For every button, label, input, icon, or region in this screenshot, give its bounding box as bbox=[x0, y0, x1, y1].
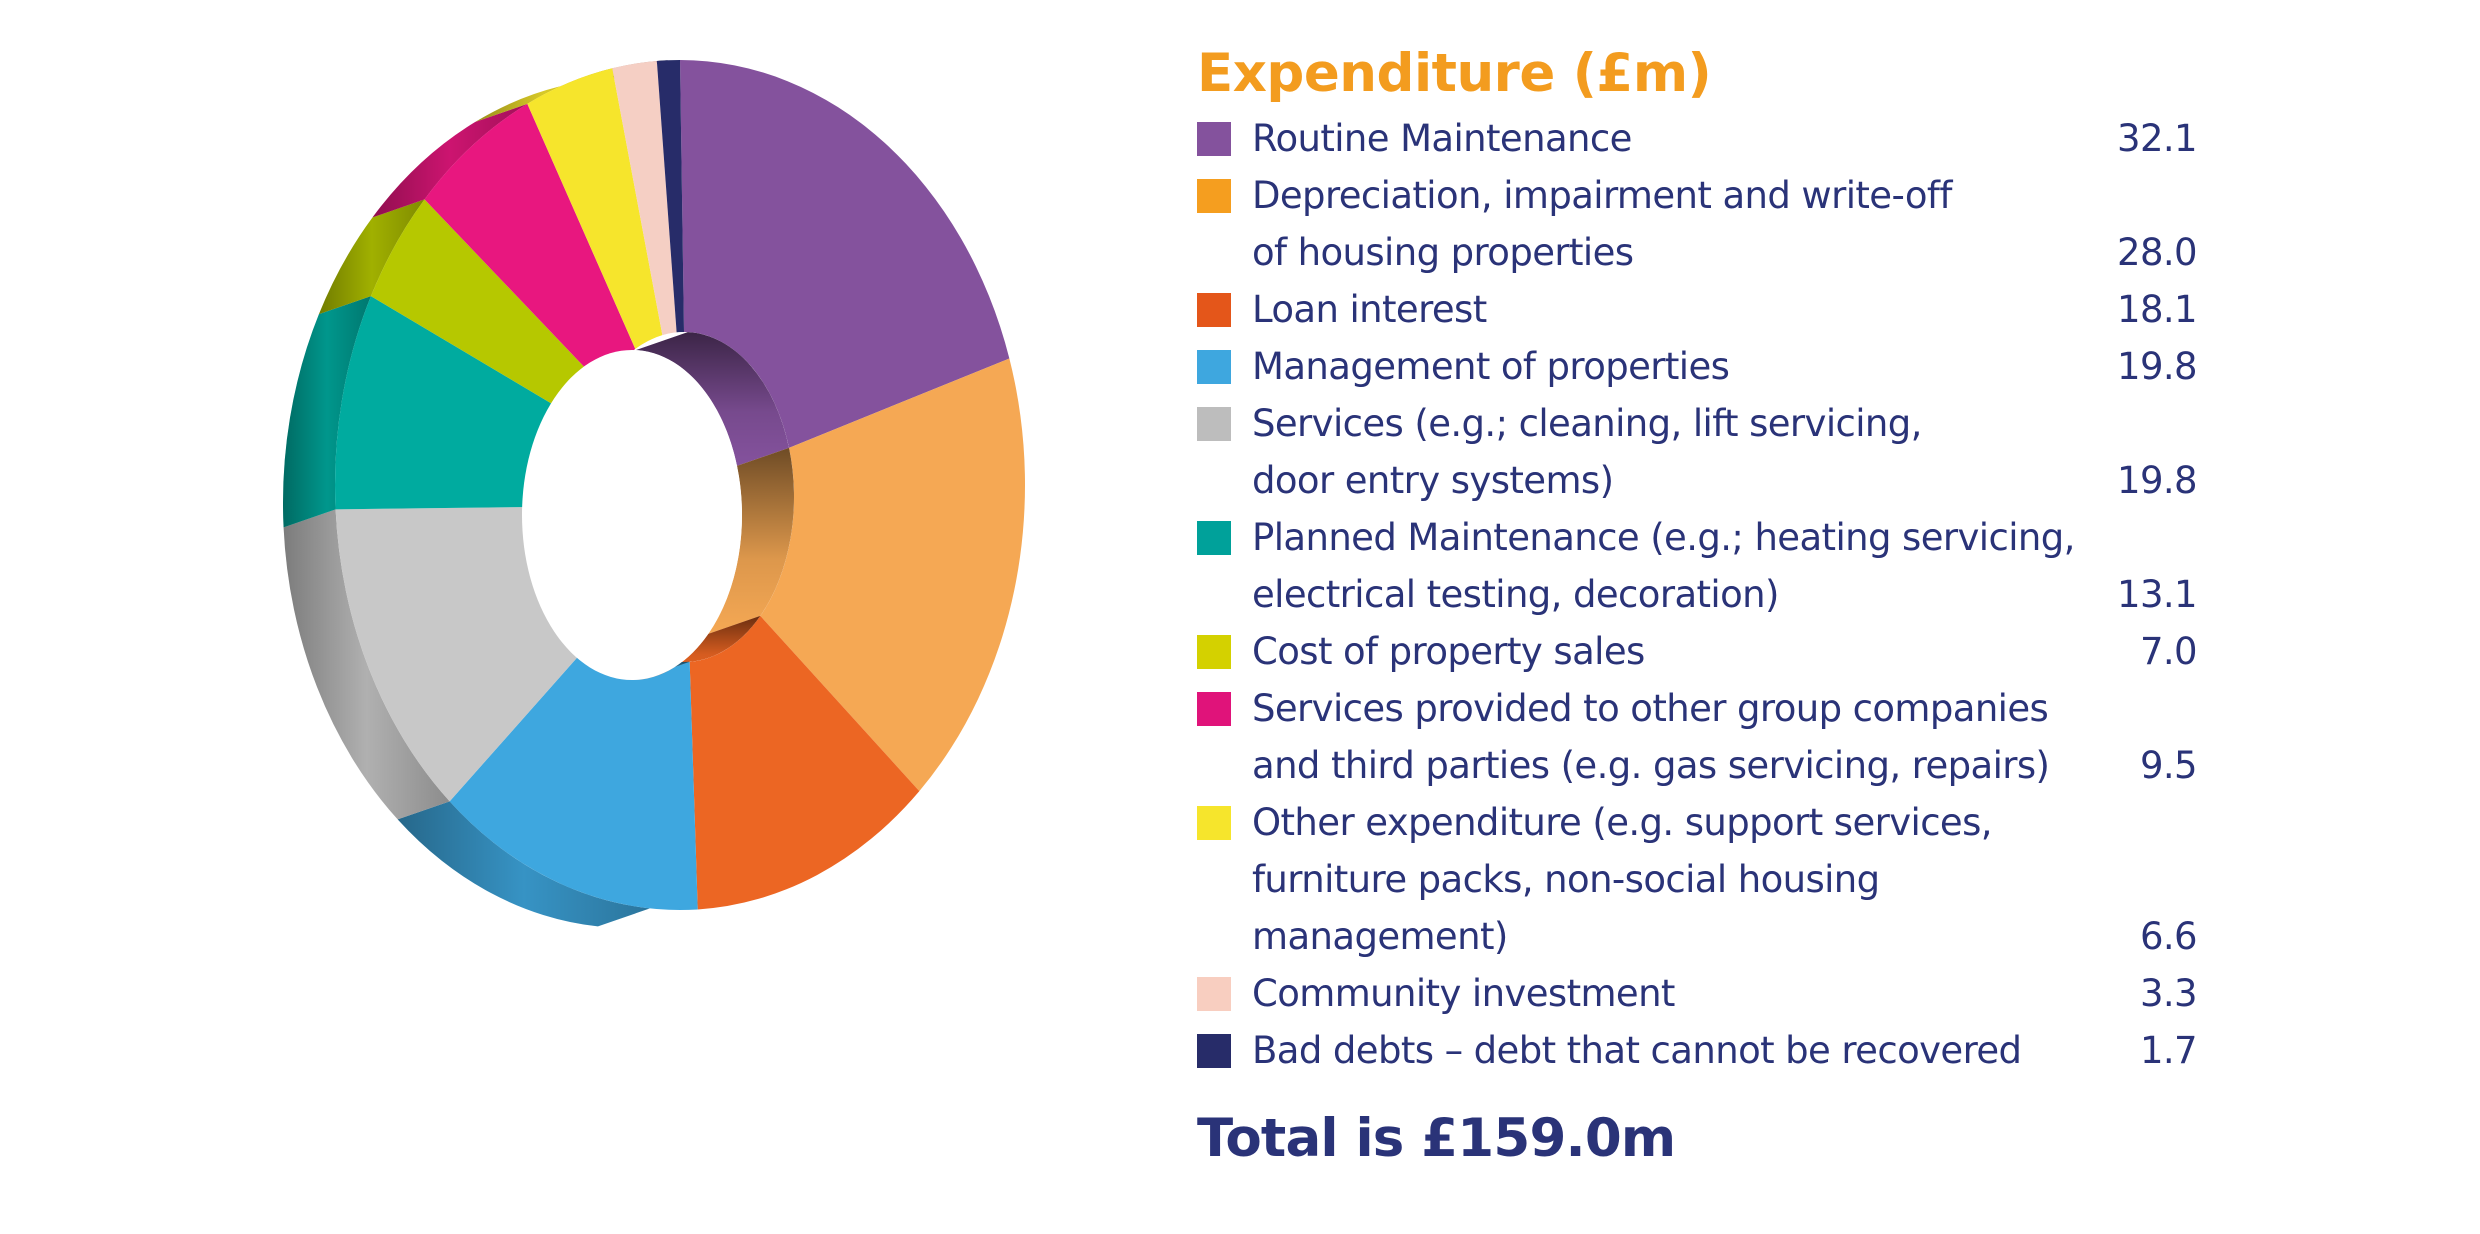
pie-slice bbox=[689, 615, 920, 910]
legend-item: Routine Maintenance 32.1 bbox=[1197, 110, 2198, 167]
legend-label-line: management) bbox=[1252, 915, 1508, 958]
slice-side-shade bbox=[397, 801, 650, 927]
legend-label-line: Community investment bbox=[1252, 972, 1675, 1015]
legend-label: Management of properties bbox=[1252, 338, 2052, 395]
legend-label: Cost of property sales bbox=[1252, 623, 2052, 680]
legend-swatch bbox=[1197, 521, 1231, 555]
legend-item: Loan interest 18.1 bbox=[1197, 281, 2198, 338]
legend-label-line: Routine Maintenance bbox=[1252, 117, 1632, 160]
donut-top-layer bbox=[335, 60, 1026, 911]
legend-swatch bbox=[1197, 122, 1231, 156]
legend-swatch bbox=[1197, 179, 1231, 213]
pie-slice bbox=[370, 199, 603, 424]
legend-swatch bbox=[1197, 635, 1231, 669]
legend-label-line: Depreciation, impairment and write-off bbox=[1252, 174, 1952, 217]
chart-title: Expenditure (£m) bbox=[1197, 43, 1712, 104]
legend-swatch bbox=[1197, 350, 1231, 384]
donut-chart-svg bbox=[283, 60, 1026, 927]
donut-chart bbox=[0, 0, 1160, 1234]
pie-slice bbox=[656, 60, 684, 333]
donut-hole-layer bbox=[522, 332, 794, 680]
legend-item: Services (e.g.; cleaning, lift servicing… bbox=[1197, 395, 2198, 509]
legend-item: Depreciation, impairment and write-off of… bbox=[1197, 167, 2198, 281]
legend-label-line: electrical testing, decoration) bbox=[1252, 573, 1779, 616]
legend-swatch bbox=[1197, 293, 1231, 327]
legend-value: 19.8 bbox=[2117, 345, 2198, 388]
slice-side-shade bbox=[372, 103, 528, 218]
legend-value: 28.0 bbox=[2117, 231, 2198, 274]
slice-side-shade bbox=[283, 296, 371, 528]
legend-label-line: Services provided to other group compani… bbox=[1252, 687, 2049, 730]
legend-value: 19.8 bbox=[2117, 459, 2198, 502]
legend-label: Community investment bbox=[1252, 965, 2052, 1022]
slice-side-shade bbox=[475, 68, 613, 122]
legend-label-line: Cost of property sales bbox=[1252, 630, 1645, 673]
legend-list: Routine Maintenance 32.1 Depreciation, imp… bbox=[1197, 110, 2198, 1079]
legend-value: 6.6 bbox=[2139, 915, 2198, 958]
legend-item: Other expenditure (e.g. support services… bbox=[1197, 794, 2198, 965]
legend-label: Depreciation, impairment and write-off of… bbox=[1252, 167, 2052, 281]
legend-label-line: and third parties (e.g. gas servicing, r… bbox=[1252, 744, 2050, 787]
legend-item: Community investment 3.3 bbox=[1197, 965, 2198, 1022]
legend-label: Planned Maintenance (e.g.; heating servi… bbox=[1252, 509, 2075, 623]
legend-label-line: Services (e.g.; cleaning, lift servicing… bbox=[1252, 402, 1922, 445]
legend-swatch bbox=[1197, 1034, 1231, 1068]
slice-inner-wall-shade bbox=[635, 332, 790, 466]
legend-label: Bad debts – debt that cannot be recovere… bbox=[1252, 1022, 2052, 1079]
pie-slice bbox=[449, 619, 698, 911]
donut-hole-opening bbox=[522, 350, 742, 680]
pie-slice bbox=[760, 358, 1026, 792]
legend-value: 9.5 bbox=[2139, 744, 2198, 787]
legend-label: Loan interest bbox=[1252, 281, 2052, 338]
slice-side-shade bbox=[283, 509, 450, 820]
legend-swatch bbox=[1197, 806, 1231, 840]
slice-side-shade bbox=[318, 199, 425, 315]
legend-label: Routine Maintenance bbox=[1252, 110, 2052, 167]
legend-label-line: furniture packs, non-social housing bbox=[1252, 858, 1880, 901]
total-label: Total is £159.0m bbox=[1197, 1108, 1676, 1169]
legend-value: 18.1 bbox=[2117, 288, 2198, 331]
pie-slice bbox=[424, 103, 636, 387]
legend-label-line: Bad debts – debt that cannot be recovere… bbox=[1252, 1029, 2022, 1072]
legend-label-line: Loan interest bbox=[1252, 288, 1487, 331]
legend-label-line: Management of properties bbox=[1252, 345, 1730, 388]
legend-item: Services provided to other group compani… bbox=[1197, 680, 2198, 794]
legend-value: 32.1 bbox=[2117, 117, 2198, 160]
legend: Expenditure (£m) Routine Maintenance 32.1… bbox=[1197, 40, 2198, 1079]
slice-inner-wall-shade bbox=[637, 615, 761, 680]
legend-item: Management of properties 19.8 bbox=[1197, 338, 2198, 395]
legend-label-line: Planned Maintenance (e.g.; heating servi… bbox=[1252, 516, 2075, 559]
legend-swatch bbox=[1197, 692, 1231, 726]
legend-swatch bbox=[1197, 977, 1231, 1011]
pie-slice bbox=[680, 60, 1010, 448]
legend-label: Other expenditure (e.g. support services… bbox=[1252, 794, 2052, 965]
legend-swatch bbox=[1197, 407, 1231, 441]
legend-label-line: door entry systems) bbox=[1252, 459, 1614, 502]
legend-value: 1.7 bbox=[2139, 1029, 2198, 1072]
pie-slice bbox=[612, 60, 677, 336]
legend-value: 13.1 bbox=[2117, 573, 2198, 616]
legend-item: Cost of property sales 7.0 bbox=[1197, 623, 2198, 680]
pie-slice bbox=[527, 68, 663, 350]
legend-label: Services provided to other group compani… bbox=[1252, 680, 2052, 794]
legend-value: 7.0 bbox=[2139, 630, 2198, 673]
legend-label-line: of housing properties bbox=[1252, 231, 1634, 274]
legend-label: Services (e.g.; cleaning, lift servicing… bbox=[1252, 395, 2052, 509]
pie-slice bbox=[335, 296, 586, 510]
legend-label-line: Other expenditure (e.g. support services… bbox=[1252, 801, 1993, 844]
legend-item: Bad debts – debt that cannot be recovere… bbox=[1197, 1022, 2198, 1079]
legend-value: 3.3 bbox=[2139, 972, 2198, 1015]
legend-item: Planned Maintenance (e.g.; heating servi… bbox=[1197, 509, 2198, 623]
slice-inner-wall-shade bbox=[708, 447, 794, 634]
